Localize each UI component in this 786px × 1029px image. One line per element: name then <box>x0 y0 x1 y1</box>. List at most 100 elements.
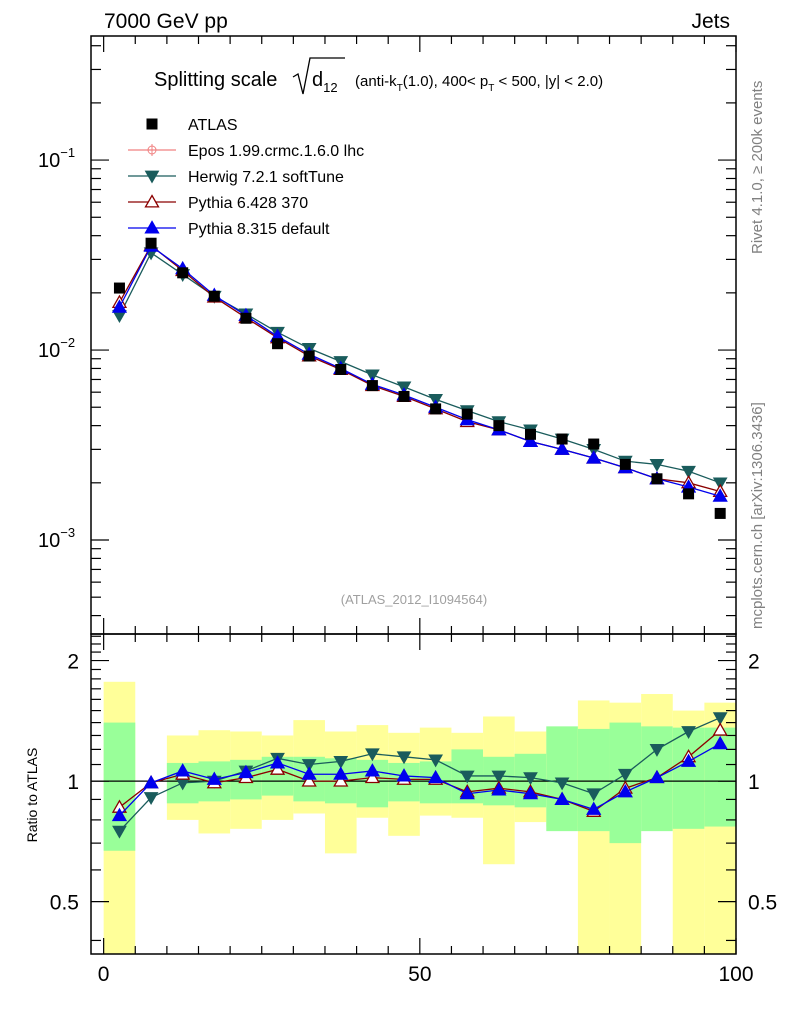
ratio-point-pythia8-8 <box>364 763 381 777</box>
ratio-point-pythia8-3 <box>206 771 222 785</box>
ratio-point-pythia8-18 <box>680 753 697 767</box>
green-band-18 <box>672 727 705 829</box>
chart-title: Splitting scale d12 (anti-kT(1.0), 400< … <box>154 57 603 95</box>
upper-point-series-3-15 <box>586 450 602 464</box>
svg-text:(anti-kT(1.0), 400< pT < 500,: (anti-kT(1.0), 400< pT < 500, |y| < 2.0) <box>355 73 603 94</box>
atlas-point-15 <box>588 438 600 450</box>
title-s2: T <box>488 83 494 94</box>
ratio-point-herwig-17 <box>649 744 665 757</box>
atlas-point-13 <box>524 428 536 440</box>
atlas-point-11 <box>461 408 473 420</box>
ratio-point-herwig-10 <box>428 754 443 768</box>
ratio-point-pythia6-7 <box>333 773 349 787</box>
ratio-ylabel: Ratio to ATLAS <box>24 748 40 843</box>
atlas-point-6 <box>303 350 315 362</box>
ratio-point-pythia8-6 <box>301 766 317 780</box>
ratio-ytick-label-left-2: 2 <box>67 651 79 674</box>
upper-point-series-1-17 <box>649 459 665 472</box>
x-tick-labels: 0 50 100 <box>98 963 754 986</box>
upper-point-series-3-13 <box>522 433 539 448</box>
ratio-point-herwig-15 <box>586 788 602 802</box>
ratio-point-herwig-13 <box>523 772 538 786</box>
svg-text:Splitting scale: Splitting scale <box>154 69 277 91</box>
atlas-point-19 <box>714 507 726 519</box>
ratio-point-herwig-16 <box>617 768 633 782</box>
atlas-point-3 <box>208 290 220 302</box>
ratio-point-pythia8-10 <box>428 769 444 784</box>
atlas-point-17 <box>651 473 663 485</box>
ratio-point-pythia8-15 <box>586 801 602 815</box>
ratio-point-pythia8-19 <box>712 735 728 750</box>
title-sqrt-sub: 12 <box>323 80 337 95</box>
legend-marker-2 <box>144 170 160 184</box>
ratio-point-herwig-8 <box>365 748 380 762</box>
legend-label-3: Pythia 6.428 370 <box>188 195 308 212</box>
ratio-point-pythia8-9 <box>396 768 412 782</box>
upper-point-series-1-8 <box>365 369 380 383</box>
legend-label-0: ATLAS <box>188 117 238 134</box>
legend-entry-4: Pythia 8.315 default <box>128 220 330 238</box>
ratio-point-herwig-6 <box>301 759 317 773</box>
ratio-plot-data <box>111 712 728 839</box>
ratio-point-herwig-0 <box>112 825 127 839</box>
atlas-point-16 <box>619 458 631 470</box>
ratio-point-herwig-1 <box>143 792 159 806</box>
legend-marker-1 <box>146 144 158 156</box>
ratio-point-herwig-12 <box>491 770 507 784</box>
xtick-label-0: 0 <box>98 963 110 986</box>
ratio-point-pythia6-19 <box>712 722 728 736</box>
legend-entry-2: Herwig 7.2.1 softTune <box>128 169 344 186</box>
legend-entry-1: Epos 1.99.crmc.1.6.0 lhc <box>128 143 364 160</box>
xtick-label-1: 50 <box>408 963 431 986</box>
ratio-point-pythia8-12 <box>491 782 507 796</box>
upper-line-series-1 <box>118 251 721 484</box>
ratio-point-pythia8-11 <box>459 785 475 800</box>
upper-point-series-3-19 <box>712 488 728 502</box>
ratio-ytick-label-right-2: 2 <box>748 651 760 674</box>
legend-marker-3 <box>144 194 160 208</box>
ratio-point-pythia8-1 <box>143 775 159 789</box>
side-label-mcplots: mcplots.cern.ch [arXiv:1306.3436] <box>749 402 766 629</box>
atlas-point-5 <box>272 338 284 350</box>
ratio-uncertainty-bands <box>91 681 736 954</box>
title-p1: (anti-k <box>355 73 397 90</box>
legend-label-4: Pythia 8.315 default <box>188 221 330 238</box>
ratio-point-pythia8-14 <box>554 791 570 805</box>
ratio-ytick-label-left-0: 0.5 <box>50 892 79 915</box>
ratio-point-pythia8-17 <box>649 769 665 784</box>
ratio-point-herwig-19 <box>712 712 728 726</box>
ratio-point-pythia8-4 <box>238 764 254 779</box>
title-p3: < 500, |y| < 2.0) <box>494 73 603 90</box>
ratio-point-pythia8-16 <box>617 784 633 798</box>
ratio-point-herwig-18 <box>681 726 696 740</box>
upper-plot-data <box>111 237 728 519</box>
ratio-point-pythia8-7 <box>333 766 349 780</box>
upper-point-series-1-18 <box>681 465 696 479</box>
svg-text:d12: d12 <box>312 69 338 95</box>
atlas-point-18 <box>683 488 695 500</box>
atlas-point-9 <box>398 390 410 402</box>
ratio-point-herwig-7 <box>333 756 349 769</box>
atlas-point-8 <box>366 380 378 392</box>
ratio-point-pythia8-0 <box>111 807 128 822</box>
legend-marker-4 <box>144 220 160 234</box>
atlas-point-10 <box>430 403 442 415</box>
ratio-frame <box>90 633 737 955</box>
upper-ytick-label-2: 10−3 <box>38 525 75 552</box>
atlas-point-1 <box>145 237 157 249</box>
ratio-point-pythia8-13 <box>522 785 539 800</box>
header-left: 7000 GeV pp <box>104 10 228 33</box>
ratio-point-herwig-14 <box>554 777 570 791</box>
legend-marker-0 <box>146 118 158 130</box>
side-label-rivet: Rivet 4.1.0, ≥ 200k events <box>749 81 766 254</box>
title-main: Splitting scale <box>154 69 277 91</box>
ratio-ytick-label-right-0: 0.5 <box>748 892 777 915</box>
upper-ytick-label-1: 10−2 <box>38 335 75 362</box>
ratio-point-pythia6-6 <box>301 773 317 787</box>
legend-label-2: Herwig 7.2.1 softTune <box>188 169 344 186</box>
ratio-point-pythia6-8 <box>364 769 381 784</box>
legend-entry-3: Pythia 6.428 370 <box>128 194 308 212</box>
atlas-point-4 <box>240 312 252 324</box>
ratio-line-herwig <box>118 717 721 832</box>
